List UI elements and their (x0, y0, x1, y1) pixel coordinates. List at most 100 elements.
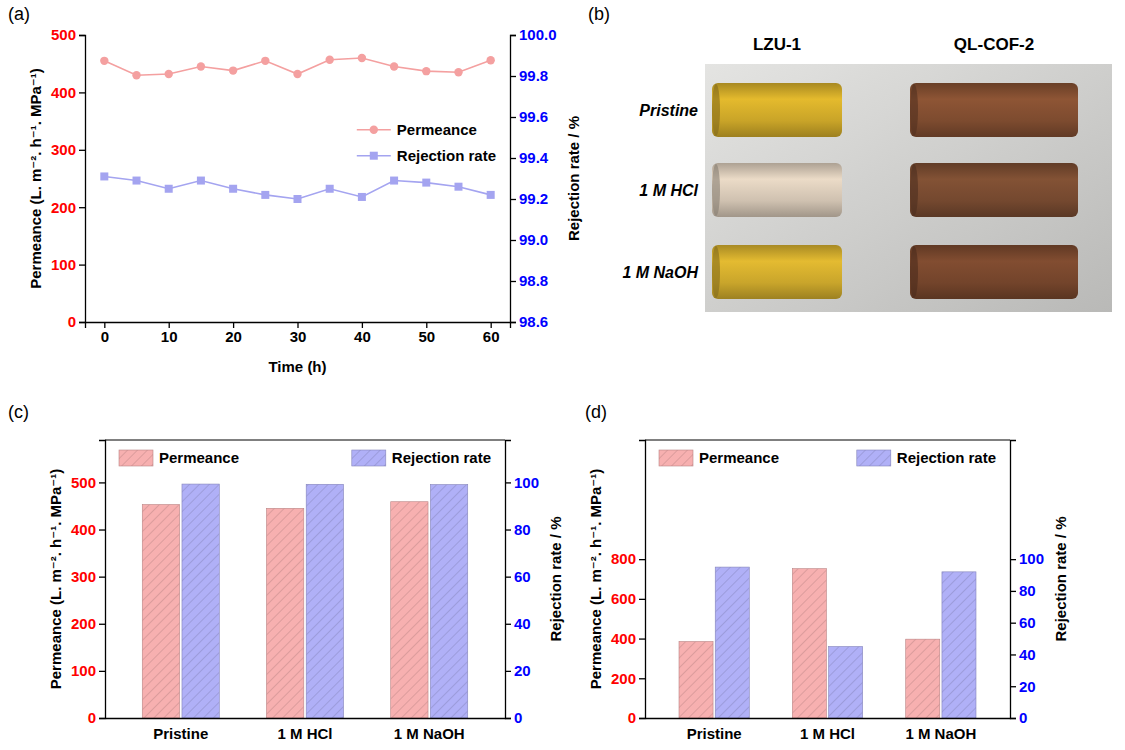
y-axis-tick-mark (79, 150, 85, 151)
x-axis-tick-label: 1 M HCl (277, 725, 332, 742)
y2-axis-tick: 99.8 (510, 67, 548, 84)
y-axis-tick-label: 400 (611, 630, 636, 647)
y2-axis-tick-label: 60 (1019, 614, 1036, 631)
series-marker (325, 55, 333, 63)
x-axis-tick: Pristine (153, 718, 208, 742)
tube-end (910, 84, 918, 136)
y-axis-tick: 500 (51, 26, 85, 43)
y2-axis-title: Rejection rate / % (1052, 516, 1069, 641)
y2-axis-tick-mark (510, 35, 516, 36)
y-axis-tick-label: 100 (51, 256, 76, 273)
x-axis-tick-label: Pristine (687, 725, 742, 742)
y-axis-tick: 400 (51, 84, 85, 101)
y2-axis-title: Rejection rate / % (565, 116, 582, 241)
y2-axis: 020406080100 (1010, 441, 1044, 727)
x-axis-title: Time (h) (268, 358, 326, 375)
x-axis-tick-label: 40 (354, 328, 371, 345)
y-axis-tick: 0 (88, 709, 105, 726)
x-axis-tick-label: Pristine (153, 725, 208, 742)
x-axis-tick: 1 M HCl (800, 718, 855, 742)
y-axis-tick-label: 600 (611, 590, 636, 607)
legend-label: Permeance (397, 121, 477, 138)
y2-axis-tick-mark (1010, 559, 1016, 560)
series-marker (229, 66, 237, 74)
legend-item: Permeance (119, 449, 239, 466)
tube (910, 83, 1078, 137)
legend-item: Rejection rate (857, 449, 996, 466)
y2-axis-line (1011, 441, 1017, 719)
y-axis-tick-mark (79, 207, 85, 208)
y-axis-tick-label: 100 (71, 662, 96, 679)
y2-axis-tick: 0 (505, 709, 522, 726)
x-axis-tick: 0 (101, 322, 109, 345)
y2-axis-tick-mark (510, 281, 516, 282)
legend: Permeance Rejection rate (119, 449, 491, 466)
y2-axis-tick-mark (510, 199, 516, 200)
y-axis-line (79, 36, 86, 323)
y-axis-line (99, 441, 106, 719)
y-axis-tick-mark (99, 482, 105, 483)
y-axis: 0100200300400500 (71, 441, 106, 727)
legend-item: Rejection rate (357, 147, 496, 164)
x-axis: Pristine1 M HCl1 M NaOH (646, 718, 1011, 742)
tube (712, 163, 842, 217)
y2-axis-tick: 40 (1010, 646, 1036, 663)
x-axis-tick-label: 1 M NaOH (394, 725, 465, 742)
tube (712, 83, 842, 137)
y2-axis-tick-label: 100 (1019, 550, 1044, 567)
y-axis-tick: 100 (71, 662, 105, 679)
y-axis-tick: 100 (51, 256, 85, 273)
series-marker (294, 195, 302, 203)
y2-axis-tick-mark (1010, 623, 1016, 624)
bar (430, 485, 467, 718)
plot-area (142, 484, 467, 718)
y2-axis-tick-mark (505, 671, 511, 672)
tube (712, 245, 842, 299)
bar (679, 642, 713, 718)
y-axis-tick: 800 (611, 550, 645, 567)
y2-axis-tick-mark (510, 322, 516, 323)
y2-axis-tick: 60 (1010, 614, 1036, 631)
y-axis-tick-label: 200 (611, 670, 636, 687)
bar (792, 569, 826, 718)
legend-label: Permeance (159, 449, 239, 466)
y-axis-tick-label: 200 (71, 615, 96, 632)
y-axis-tick: 200 (611, 670, 645, 687)
series-marker (390, 177, 398, 185)
legend-marker (370, 126, 378, 134)
y2-axis-tick-mark (510, 158, 516, 159)
y2-axis-tick-mark (505, 576, 511, 577)
y-axis-tick-mark (99, 576, 105, 577)
series-marker (487, 191, 495, 199)
frame-top (645, 440, 1010, 441)
panel-1: (c)Pristine1 M HCl1 M NaOH01002003004005… (8, 402, 564, 742)
row-head: Pristine (639, 102, 698, 119)
series-marker (165, 185, 173, 193)
y-axis: 0 200 400 600 800 (611, 441, 646, 727)
figure: (a)0102030405060Time (h)0100200300400500… (0, 0, 1125, 750)
y2-axis-tick: 98.8 (510, 272, 548, 289)
series-marker (261, 57, 269, 65)
series-marker (133, 177, 141, 185)
y-axis-tick: 600 (611, 590, 645, 607)
y2-axis-tick-label: 20 (1019, 678, 1036, 695)
series-marker (390, 62, 398, 70)
y-axis-tick-label: 0 (628, 709, 636, 726)
x-axis-tick-label: 10 (161, 328, 178, 345)
y2-axis-tick: 80 (505, 521, 531, 538)
tube (910, 245, 1078, 299)
y-axis-title: Permeance (L. m⁻². h⁻¹. MPa⁻¹) (27, 68, 44, 288)
panel-label: (a) (8, 4, 30, 24)
y2-axis-tick-label: 99.0 (519, 231, 548, 248)
y2-axis-tick: 99.6 (510, 108, 548, 125)
x-axis-tick-label: 1 M HCl (800, 725, 855, 742)
y-axis-tick-mark (639, 718, 645, 719)
x-axis-tick: 20 (225, 322, 242, 345)
column-head: QL-COF-2 (954, 35, 1034, 54)
tube (910, 163, 1078, 217)
panel-label: (c) (8, 402, 29, 422)
series-marker (358, 193, 366, 201)
legend-item: Rejection rate (352, 449, 491, 466)
tube-end (910, 164, 918, 216)
y2-axis-title: Rejection rate / % (547, 516, 564, 641)
